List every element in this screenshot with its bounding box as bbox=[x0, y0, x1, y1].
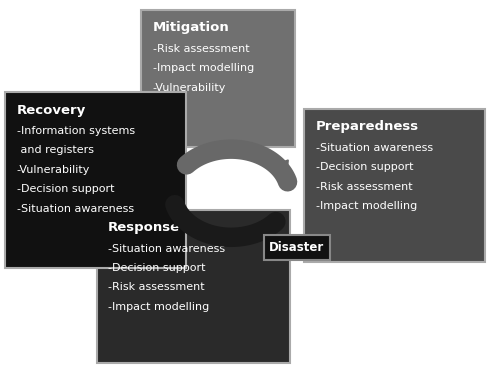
Text: Disaster: Disaster bbox=[270, 241, 324, 254]
Text: -Vulnerability: -Vulnerability bbox=[152, 83, 226, 93]
Text: Response: Response bbox=[108, 221, 180, 234]
Text: -Situation awareness: -Situation awareness bbox=[16, 204, 134, 214]
FancyBboxPatch shape bbox=[96, 210, 290, 363]
Text: -Decision support: -Decision support bbox=[108, 263, 206, 273]
Text: -Risk assessment: -Risk assessment bbox=[108, 282, 204, 293]
Text: -Impact modelling: -Impact modelling bbox=[108, 302, 210, 312]
Text: -Decision support: -Decision support bbox=[316, 162, 414, 172]
Text: Mitigation: Mitigation bbox=[152, 22, 230, 34]
FancyBboxPatch shape bbox=[5, 92, 186, 268]
Text: -Impact modelling: -Impact modelling bbox=[316, 201, 417, 211]
Text: Recovery: Recovery bbox=[16, 103, 86, 117]
FancyBboxPatch shape bbox=[264, 235, 330, 260]
FancyBboxPatch shape bbox=[141, 10, 294, 147]
Text: -Risk assessment: -Risk assessment bbox=[316, 182, 412, 192]
Text: -Risk assessment: -Risk assessment bbox=[152, 44, 249, 54]
Text: and registers: and registers bbox=[16, 146, 94, 155]
Text: -Vulnerability: -Vulnerability bbox=[16, 165, 90, 175]
FancyBboxPatch shape bbox=[304, 109, 485, 262]
Text: -Decision support: -Decision support bbox=[16, 184, 114, 194]
Text: Preparedness: Preparedness bbox=[316, 121, 419, 133]
Text: -Information systems: -Information systems bbox=[16, 126, 134, 136]
Text: -Situation awareness: -Situation awareness bbox=[316, 143, 433, 153]
Text: -Situation awareness: -Situation awareness bbox=[108, 244, 225, 254]
Text: -Impact modelling: -Impact modelling bbox=[152, 63, 254, 73]
